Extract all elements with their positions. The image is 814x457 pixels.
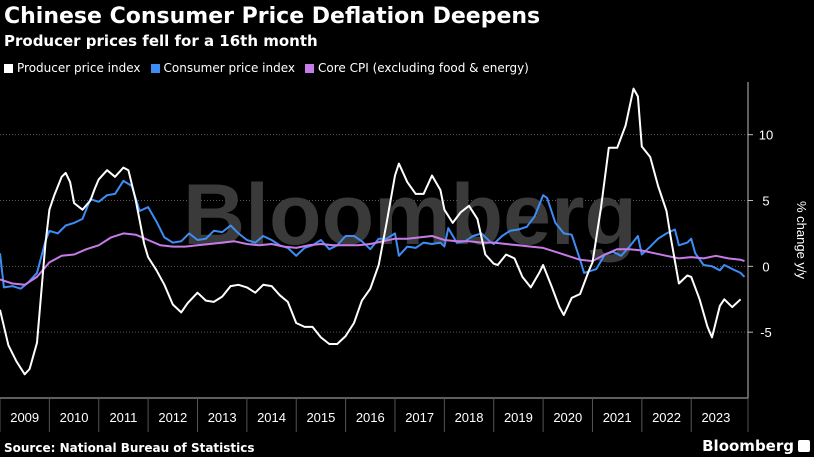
- x-tick-label: 2013: [208, 410, 237, 425]
- y-tick-label: 5: [762, 194, 769, 209]
- y-tick-label: -5: [760, 325, 772, 340]
- brand-logo: Bloomberg: [702, 437, 794, 455]
- x-tick-label: 2012: [158, 410, 187, 425]
- legend-item-ppi: Producer price index: [4, 61, 141, 75]
- x-tick-label: 2020: [553, 410, 582, 425]
- x-tick-label: 2009: [10, 410, 39, 425]
- x-tick-label: 2017: [405, 410, 434, 425]
- y-tick-label: 10: [759, 128, 773, 143]
- legend-item-core-cpi: Core CPI (excluding food & energy): [305, 61, 529, 75]
- x-tick-label: 2018: [455, 410, 484, 425]
- bar-chart-icon: [798, 440, 810, 452]
- x-tick-label: 2015: [306, 410, 335, 425]
- chart-subtitle: Producer prices fell for a 16th month: [4, 32, 318, 50]
- x-tick-label: 2014: [257, 410, 286, 425]
- x-tick-label: 2016: [356, 410, 385, 425]
- x-tick-label: 2023: [701, 410, 730, 425]
- series-line-core-cpi: [0, 232, 745, 286]
- series-line-cpi: [0, 179, 746, 290]
- x-tick-label: 2022: [652, 410, 681, 425]
- legend-label-cpi: Consumer price index: [163, 61, 296, 75]
- legend-item-cpi: Consumer price index: [150, 61, 296, 75]
- x-tick-label: 2010: [60, 410, 89, 425]
- x-tick-label: 2021: [603, 410, 632, 425]
- x-tick-label: 2011: [109, 410, 137, 425]
- x-tick-label: 2019: [504, 410, 533, 425]
- legend-label-core-cpi: Core CPI (excluding food & energy): [318, 61, 529, 75]
- source-note: Source: National Bureau of Statistics: [4, 441, 255, 455]
- chart-legend: Producer price index Consumer price inde…: [4, 61, 529, 75]
- legend-label-ppi: Producer price index: [17, 61, 141, 75]
- legend-swatch-ppi: [4, 63, 13, 73]
- watermark: Bloomberg: [183, 167, 637, 263]
- legend-swatch-core-cpi: [305, 63, 315, 73]
- chart-title: Chinese Consumer Price Deflation Deepens: [4, 4, 541, 29]
- legend-swatch-cpi: [150, 63, 160, 73]
- y-tick-label: 0: [762, 259, 769, 274]
- y-axis-label: % change y/y: [794, 201, 809, 280]
- series-line-ppi: [0, 87, 742, 376]
